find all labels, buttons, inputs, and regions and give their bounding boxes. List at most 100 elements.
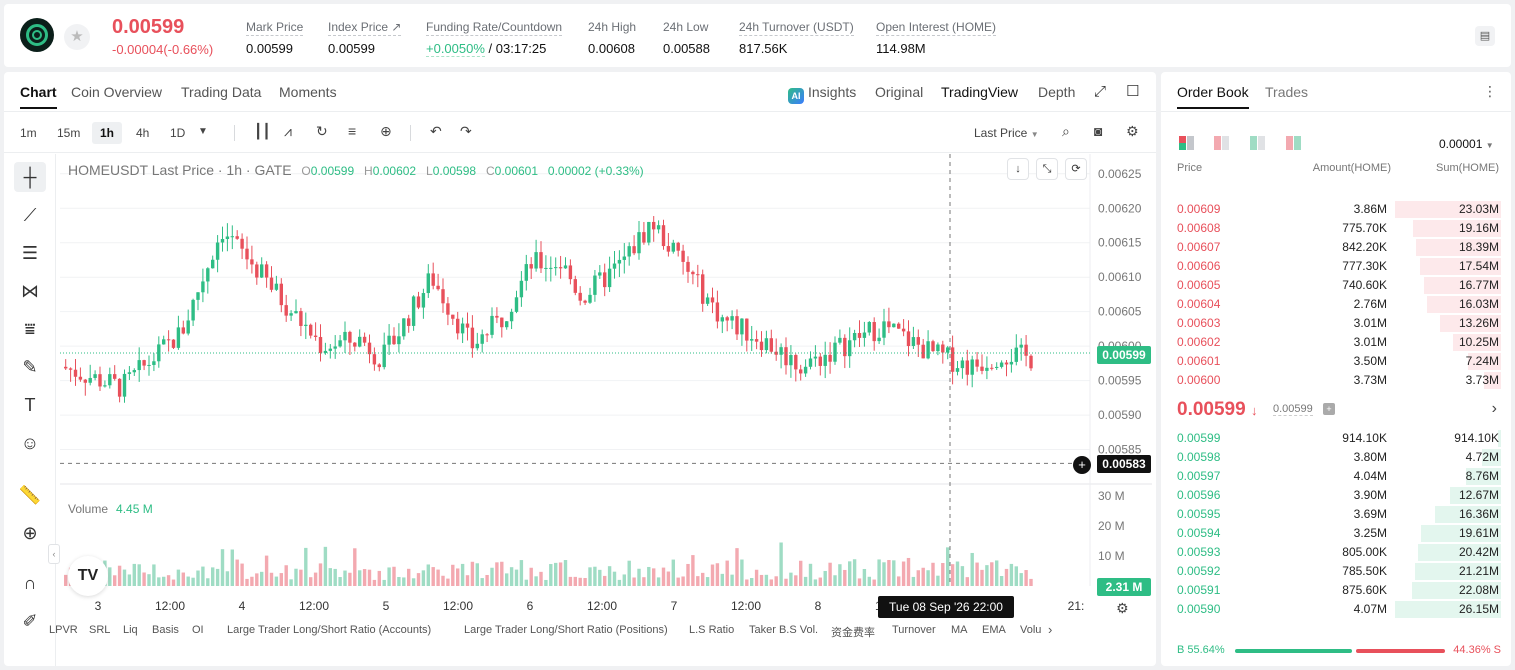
tab-insights[interactable]: AI Insights (788, 84, 856, 104)
indicator-taker-bs-vol[interactable]: Taker B.S Vol. (749, 624, 819, 636)
notes-icon[interactable]: ▤ (1475, 26, 1495, 46)
indicator-liq[interactable]: Liq (123, 624, 138, 636)
bid-row[interactable]: 0.00590 4.07M 26.15M (1161, 600, 1511, 619)
ask-row[interactable]: 0.00601 3.50M 7.24M (1161, 352, 1511, 371)
fib-tool-icon[interactable]: ☰ (21, 243, 39, 263)
home-coin-logo (20, 18, 54, 52)
tab-original[interactable]: Original (875, 84, 924, 100)
stat-open-interest[interactable]: Open Interest (HOME) 114.98M (876, 20, 997, 56)
precision-select[interactable]: 0.00001 ▼ (1439, 137, 1494, 151)
search-icon[interactable]: ⌕ (1062, 123, 1070, 139)
magnet-tool-icon[interactable]: ∩ (23, 573, 37, 593)
indicator-large-trader-positions[interactable]: Large Trader Long/Short Ratio (Positions… (464, 624, 668, 636)
ask-row[interactable]: 0.00607 842.20K 18.39M (1161, 238, 1511, 257)
mode-both-icon[interactable] (1179, 136, 1195, 150)
bid-row[interactable]: 0.00598 3.80M 4.72M (1161, 448, 1511, 467)
text-tool-icon[interactable]: T (24, 395, 36, 415)
indicator-lpvr[interactable]: LPVR (49, 624, 78, 636)
ask-row[interactable]: 0.00603 3.01M 13.26M (1161, 314, 1511, 333)
tab-order-book[interactable]: Order Book (1177, 84, 1249, 109)
timeframe-4h[interactable]: 4h (136, 126, 150, 140)
stat-24h-turnover[interactable]: 24h Turnover (USDT) 817.56K (739, 20, 854, 56)
ask-row[interactable]: 0.00606 777.30K 17.54M (1161, 257, 1511, 276)
collapse-toolbar-icon[interactable]: ‹ (48, 544, 60, 564)
stat-mark-price[interactable]: Mark Price 0.00599 (246, 20, 304, 56)
timeframe-15m[interactable]: 15m (57, 126, 81, 140)
tab-trades[interactable]: Trades (1265, 84, 1309, 100)
ruler-tool-icon[interactable]: 📏 (18, 485, 42, 505)
candles-icon[interactable]: ┃┃ (254, 123, 271, 139)
bid-row[interactable]: 0.00595 3.69M 16.36M (1161, 505, 1511, 524)
stat-funding-rate[interactable]: Funding Rate/Countdown +0.0050% / 03:17:… (426, 20, 563, 57)
tab-trading-data[interactable]: Trading Data (181, 84, 262, 100)
trendline-tool-icon[interactable]: ⟋ (23, 205, 37, 225)
indicator-oi[interactable]: OI (192, 624, 204, 636)
depth-bar (1415, 563, 1501, 580)
bid-row[interactable]: 0.00596 3.90M 12.67M (1161, 486, 1511, 505)
undo-icon[interactable]: ↶ (430, 123, 442, 139)
ask-row[interactable]: 0.00600 3.73M 3.73M (1161, 371, 1511, 390)
emoji-tool-icon[interactable]: ☺ (20, 433, 40, 453)
fullscreen-icon[interactable]: ☐ (1126, 83, 1140, 100)
indicators-icon[interactable]: ⩘ (284, 123, 292, 139)
tab-tradingview[interactable]: TradingView (941, 84, 1019, 100)
tab-moments[interactable]: Moments (279, 84, 337, 100)
indicator-turnover[interactable]: Turnover (892, 624, 936, 636)
add-indicator-icon[interactable]: ⊕ (380, 123, 392, 139)
mode-bids-icon[interactable] (1250, 136, 1266, 150)
pencil-lock-tool-icon[interactable]: ✐ (22, 611, 38, 631)
templates-icon[interactable]: ≡ (348, 123, 357, 139)
refresh-chart-icon[interactable]: ⟳ (1065, 158, 1087, 180)
crosshair-tool-icon[interactable]: ┼ (14, 162, 46, 192)
zoom-in-tool-icon[interactable]: ⊕ (22, 523, 38, 543)
axis-settings-icon[interactable]: ⚙ (1116, 600, 1129, 616)
camera-icon[interactable]: ◙ (1094, 123, 1103, 139)
ask-row[interactable]: 0.00609 3.86M 23.03M (1161, 200, 1511, 219)
volume-bar (549, 564, 553, 586)
timeframe-1m[interactable]: 1m (20, 126, 37, 140)
timeframe-1d[interactable]: 1D (170, 126, 186, 140)
replay-icon[interactable]: ↻ (316, 123, 328, 139)
chevron-right-icon[interactable]: › (1048, 622, 1053, 637)
expand-icon[interactable]: ⤢ (1094, 83, 1107, 100)
more-icon[interactable]: ⋮ (1483, 83, 1497, 99)
bid-row[interactable]: 0.00591 875.60K 22.08M (1161, 581, 1511, 600)
ask-row[interactable]: 0.00602 3.01M 10.25M (1161, 333, 1511, 352)
settings-gear-icon[interactable]: ⚙ (1126, 123, 1139, 139)
bid-row[interactable]: 0.00593 805.00K 20.42M (1161, 543, 1511, 562)
favorite-star-icon[interactable]: ★ (64, 24, 90, 50)
pattern-tool-icon[interactable]: ⋈ (21, 281, 39, 301)
redo-icon[interactable]: ↷ (460, 123, 472, 139)
tab-depth[interactable]: Depth (1038, 84, 1076, 100)
indicator-funding-rate[interactable]: 资金费率 (831, 627, 875, 639)
indicator-basis[interactable]: Basis (152, 624, 179, 636)
bid-row[interactable]: 0.00592 785.50K 21.21M (1161, 562, 1511, 581)
mode-split-icon[interactable] (1286, 136, 1302, 150)
indicator-srl[interactable]: SRL (89, 624, 111, 636)
indicator-volume[interactable]: Volu (1020, 624, 1042, 636)
price-type-select[interactable]: Last Price ▼ (974, 126, 1039, 140)
tab-chart[interactable]: Chart (20, 84, 57, 109)
mode-asks-icon[interactable] (1214, 136, 1230, 150)
brush-tool-icon[interactable]: ✎ (22, 357, 38, 377)
indicator-large-trader-accounts[interactable]: Large Trader Long/Short Ratio (Accounts) (227, 624, 432, 636)
caret-down-icon[interactable]: ▼ (198, 126, 208, 137)
indicator-ls-ratio[interactable]: L.S Ratio (689, 624, 735, 636)
scroll-down-icon[interactable]: ↓ (1007, 158, 1029, 180)
ask-row[interactable]: 0.00608 775.70K 19.16M (1161, 219, 1511, 238)
indicator-ema[interactable]: EMA (982, 624, 1006, 636)
bid-row[interactable]: 0.00597 4.04M 8.76M (1161, 467, 1511, 486)
add-alert-icon[interactable]: + (1073, 456, 1091, 474)
stat-index-price[interactable]: Index Price ↗ 0.00599 (328, 20, 402, 56)
price-chart[interactable]: 0.006250.006200.006150.006100.006050.006… (60, 154, 1152, 614)
ask-row[interactable]: 0.00605 740.60K 16.77M (1161, 276, 1511, 295)
collapse-icon[interactable]: ⤡ (1036, 158, 1058, 180)
bid-row[interactable]: 0.00594 3.25M 19.61M (1161, 524, 1511, 543)
indicator-ma[interactable]: MA (951, 624, 968, 636)
timeframe-1h[interactable]: 1h (92, 122, 123, 144)
bid-row[interactable]: 0.00599 914.10K 914.10K (1161, 429, 1511, 448)
ask-row[interactable]: 0.00604 2.76M 16.03M (1161, 295, 1511, 314)
chevron-right-icon[interactable]: › (1491, 400, 1497, 417)
tab-coin-overview[interactable]: Coin Overview (71, 84, 163, 100)
projection-tool-icon[interactable]: ⩸ (24, 319, 36, 339)
